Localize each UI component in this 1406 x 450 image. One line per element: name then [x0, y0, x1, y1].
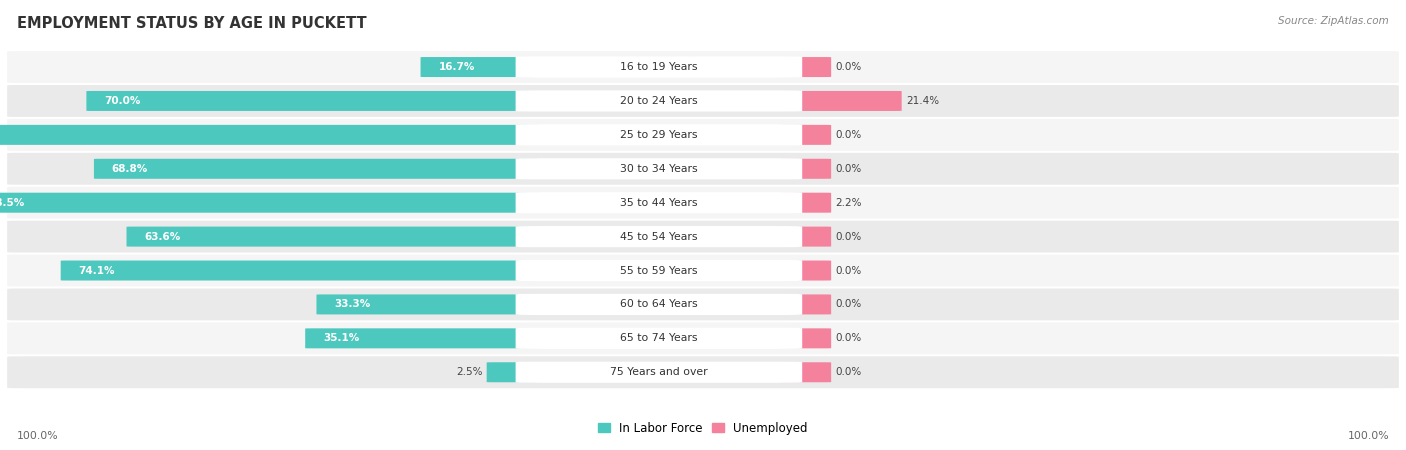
Text: 33.3%: 33.3%: [335, 299, 371, 310]
FancyBboxPatch shape: [516, 294, 803, 315]
Text: EMPLOYMENT STATUS BY AGE IN PUCKETT: EMPLOYMENT STATUS BY AGE IN PUCKETT: [17, 16, 367, 31]
Text: 70.0%: 70.0%: [104, 96, 141, 106]
Text: 0.0%: 0.0%: [835, 266, 862, 275]
Text: 35.1%: 35.1%: [323, 333, 360, 343]
Text: 0.0%: 0.0%: [835, 299, 862, 310]
FancyBboxPatch shape: [7, 187, 1399, 219]
Text: 21.4%: 21.4%: [905, 96, 939, 106]
FancyBboxPatch shape: [779, 294, 831, 315]
Text: 30 to 34 Years: 30 to 34 Years: [620, 164, 697, 174]
Text: 20 to 24 Years: 20 to 24 Years: [620, 96, 697, 106]
Text: 45 to 54 Years: 45 to 54 Years: [620, 232, 697, 242]
FancyBboxPatch shape: [7, 51, 1399, 83]
FancyBboxPatch shape: [7, 220, 1399, 252]
FancyBboxPatch shape: [305, 328, 538, 348]
FancyBboxPatch shape: [779, 57, 831, 77]
FancyBboxPatch shape: [7, 119, 1399, 151]
Text: 0.0%: 0.0%: [835, 333, 862, 343]
Text: 63.6%: 63.6%: [145, 232, 181, 242]
FancyBboxPatch shape: [7, 288, 1399, 320]
FancyBboxPatch shape: [516, 158, 803, 180]
FancyBboxPatch shape: [516, 90, 803, 112]
FancyBboxPatch shape: [779, 261, 831, 280]
FancyBboxPatch shape: [94, 159, 538, 179]
Text: 2.2%: 2.2%: [835, 198, 862, 208]
Text: 2.5%: 2.5%: [456, 367, 482, 377]
Text: 0.0%: 0.0%: [835, 232, 862, 242]
FancyBboxPatch shape: [7, 255, 1399, 287]
FancyBboxPatch shape: [516, 226, 803, 247]
Text: 55 to 59 Years: 55 to 59 Years: [620, 266, 697, 275]
Text: 0.0%: 0.0%: [835, 164, 862, 174]
FancyBboxPatch shape: [0, 125, 538, 145]
Text: 88.5%: 88.5%: [0, 198, 24, 208]
FancyBboxPatch shape: [516, 362, 803, 383]
Text: 0.0%: 0.0%: [835, 130, 862, 140]
FancyBboxPatch shape: [7, 356, 1399, 388]
FancyBboxPatch shape: [7, 85, 1399, 117]
FancyBboxPatch shape: [779, 159, 831, 179]
Text: 75 Years and over: 75 Years and over: [610, 367, 707, 377]
Text: 100.0%: 100.0%: [17, 431, 59, 441]
Text: 74.1%: 74.1%: [79, 266, 115, 275]
Text: 60 to 64 Years: 60 to 64 Years: [620, 299, 697, 310]
FancyBboxPatch shape: [316, 294, 538, 315]
FancyBboxPatch shape: [420, 57, 538, 77]
FancyBboxPatch shape: [779, 193, 831, 213]
FancyBboxPatch shape: [0, 193, 538, 213]
Text: 0.0%: 0.0%: [835, 62, 862, 72]
Text: 68.8%: 68.8%: [112, 164, 148, 174]
Text: 25 to 29 Years: 25 to 29 Years: [620, 130, 697, 140]
Text: 35 to 44 Years: 35 to 44 Years: [620, 198, 697, 208]
FancyBboxPatch shape: [779, 91, 901, 111]
FancyBboxPatch shape: [516, 124, 803, 145]
FancyBboxPatch shape: [60, 261, 538, 280]
FancyBboxPatch shape: [779, 328, 831, 348]
FancyBboxPatch shape: [516, 192, 803, 213]
FancyBboxPatch shape: [7, 322, 1399, 354]
Text: 16 to 19 Years: 16 to 19 Years: [620, 62, 697, 72]
FancyBboxPatch shape: [516, 260, 803, 281]
Text: Source: ZipAtlas.com: Source: ZipAtlas.com: [1278, 16, 1389, 26]
Text: 100.0%: 100.0%: [1347, 431, 1389, 441]
Text: 0.0%: 0.0%: [835, 367, 862, 377]
FancyBboxPatch shape: [516, 328, 803, 349]
FancyBboxPatch shape: [486, 362, 538, 382]
FancyBboxPatch shape: [127, 227, 538, 247]
FancyBboxPatch shape: [779, 227, 831, 247]
FancyBboxPatch shape: [779, 125, 831, 145]
Text: 16.7%: 16.7%: [439, 62, 475, 72]
Legend: In Labor Force, Unemployed: In Labor Force, Unemployed: [593, 417, 813, 439]
FancyBboxPatch shape: [7, 153, 1399, 184]
FancyBboxPatch shape: [779, 362, 831, 382]
Text: 65 to 74 Years: 65 to 74 Years: [620, 333, 697, 343]
FancyBboxPatch shape: [86, 91, 538, 111]
FancyBboxPatch shape: [516, 56, 803, 77]
